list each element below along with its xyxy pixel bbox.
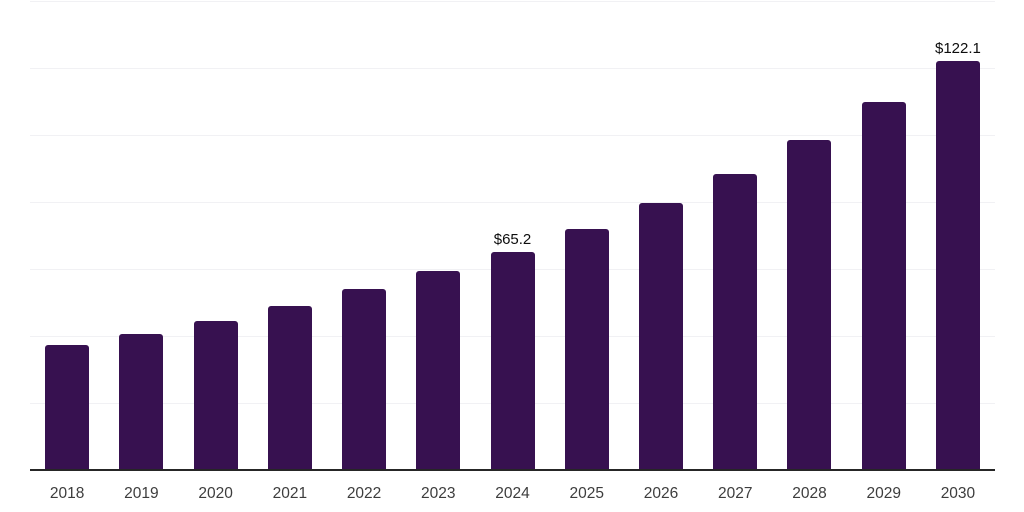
x-tick-label-2027: 2027 [717, 485, 753, 502]
bar-2025 [564, 228, 609, 470]
x-tick-label-2030: 2030 [940, 485, 976, 502]
bar-2028 [787, 139, 832, 470]
x-tick-label-2018: 2018 [49, 485, 85, 502]
bar-2020 [193, 321, 238, 470]
bar-value-label-2030: $122.1 [934, 39, 981, 57]
bar-slot-2027 [698, 1, 772, 470]
bar-2029 [861, 102, 906, 470]
plot-area: $65.2 $122.1 [30, 1, 995, 470]
bar-2030: $122.1 [935, 41, 981, 470]
gridline-140 [30, 1, 995, 2]
bar-slot-2025 [550, 1, 624, 470]
bar-slot-2029 [847, 1, 921, 470]
bar-2021 [267, 306, 312, 470]
bar-2019 [119, 334, 164, 470]
bar-slot-2022 [327, 1, 401, 470]
bar-2024: $65.2 [490, 232, 535, 470]
x-axis-line [30, 469, 995, 471]
x-tick-label-2028: 2028 [792, 485, 827, 502]
x-tick-label-2024: 2024 [495, 485, 530, 502]
bar-2023 [416, 271, 461, 470]
bar-slot-2019 [104, 1, 178, 470]
bar-2027 [713, 173, 758, 470]
bar-slot-2021 [253, 1, 327, 470]
bar-slot-2024: $65.2 [475, 1, 549, 470]
gridline-100 [30, 135, 995, 136]
bar-value-label-2024: $65.2 [493, 230, 532, 248]
bar-2022 [342, 289, 387, 470]
x-tick-label-2029: 2029 [866, 485, 901, 502]
x-tick-label-2022: 2022 [346, 485, 382, 502]
bar-2018 [45, 345, 90, 470]
x-tick-label-2020: 2020 [198, 485, 233, 502]
bar-slot-2030: $122.1 [921, 1, 995, 470]
bar-slot-2018 [30, 1, 104, 470]
x-tick-label-2021: 2021 [272, 485, 308, 502]
gridline-120 [30, 68, 995, 69]
bar-slot-2023 [401, 1, 475, 470]
bar-series: $65.2 $122.1 [30, 1, 995, 470]
x-tick-label-2025: 2025 [569, 485, 604, 502]
x-tick-label-2026: 2026 [643, 485, 679, 502]
bar-slot-2020 [178, 1, 252, 470]
x-axis-labels: 2018 2019 2020 2021 2022 2023 2024 2025 2026 2027… [30, 485, 995, 502]
bar-2026 [638, 202, 683, 470]
x-tick-label-2023: 2023 [421, 485, 456, 502]
x-tick-label-2019: 2019 [124, 485, 159, 502]
bar-slot-2026 [624, 1, 698, 470]
gridline-80 [30, 202, 995, 203]
bar-slot-2028 [772, 1, 846, 470]
